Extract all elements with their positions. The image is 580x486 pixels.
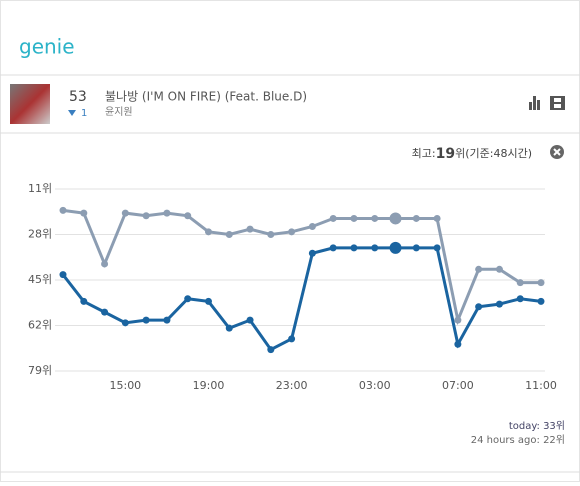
point (433, 244, 441, 252)
point (454, 316, 462, 324)
x-tick-label: 07:00 (442, 379, 474, 392)
point (495, 300, 503, 308)
best-value: 19 (436, 146, 455, 162)
y-tick-label: 79위 (28, 364, 52, 377)
point (80, 297, 88, 305)
rank-change: 1 (81, 108, 87, 119)
point (163, 316, 171, 324)
point (267, 346, 275, 354)
point (225, 231, 233, 238)
point (308, 249, 316, 257)
point (433, 214, 441, 222)
rank: 53 (69, 89, 87, 105)
point (246, 225, 254, 233)
point (308, 222, 316, 230)
chart-icon[interactable] (529, 96, 540, 110)
point (537, 297, 545, 305)
point (142, 316, 150, 324)
best-rank: 최고:19위(기준:48시간) (412, 146, 532, 162)
point (495, 265, 503, 273)
close-x (553, 148, 561, 156)
point (454, 340, 462, 348)
point (184, 295, 192, 303)
point (101, 308, 109, 316)
best-label: 최고: (412, 147, 436, 160)
song-title[interactable]: 불나방 (I'M ON FIRE) (Feat. Blue.D) (105, 90, 307, 104)
point (329, 214, 337, 222)
point (80, 209, 88, 217)
ago-label: 24 hours ago: 22위 (471, 433, 565, 446)
y-tick-label: 45위 (28, 273, 52, 286)
point (142, 212, 150, 220)
point (288, 228, 296, 236)
x-tick-label: 23:00 (276, 379, 308, 392)
point (516, 295, 524, 303)
point (225, 324, 233, 332)
best-suffix: 위(기준:48시간) (455, 147, 532, 160)
x-tick-label: 11:00 (525, 379, 557, 392)
video-icon[interactable] (550, 96, 565, 110)
point (184, 212, 192, 220)
artist[interactable]: 윤지원 (105, 106, 133, 118)
point (288, 335, 296, 343)
point (537, 279, 545, 287)
point (475, 303, 483, 311)
point (371, 214, 379, 222)
plot: 11위 28위 45위 62위 79위 15:00 19:00 23:00 03:00 07:00… (28, 182, 557, 392)
y-tick-label: 62위 (28, 319, 52, 332)
point (371, 244, 379, 252)
point (516, 279, 524, 287)
album-art[interactable] (10, 84, 50, 124)
down-arrow (68, 110, 76, 116)
point (204, 228, 212, 236)
point (246, 316, 254, 324)
point (121, 319, 129, 327)
point (475, 265, 483, 273)
point (163, 209, 171, 217)
x-tick-label: 03:00 (359, 379, 391, 392)
point (389, 212, 402, 225)
point (101, 260, 109, 268)
point (412, 244, 420, 252)
point (412, 214, 420, 222)
point (350, 214, 358, 222)
point (329, 244, 337, 252)
point (59, 206, 67, 214)
x-tick-label: 19:00 (193, 379, 225, 392)
point (267, 231, 275, 238)
today-label: today: 33위 (509, 419, 565, 432)
point (350, 244, 358, 252)
point (121, 209, 129, 217)
point (204, 297, 212, 305)
point (389, 241, 402, 254)
x-tick-label: 15:00 (109, 379, 141, 392)
y-tick-label: 28위 (28, 228, 52, 241)
point (59, 271, 67, 279)
y-tick-label: 11위 (28, 182, 52, 195)
logo[interactable]: genie (19, 35, 75, 59)
